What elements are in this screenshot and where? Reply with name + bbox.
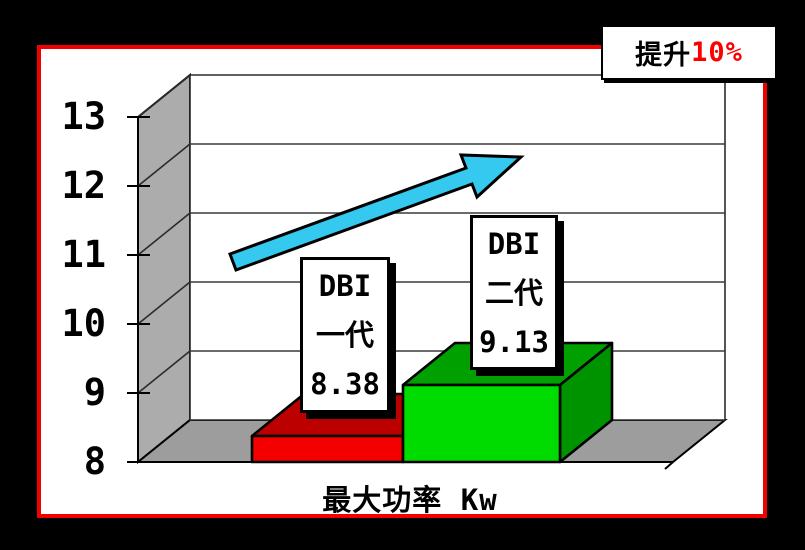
bar-label-dbi2: DBI 二代 9.13: [470, 215, 558, 370]
wall-tick: [137, 212, 191, 256]
y-tick-label: 11: [61, 233, 106, 276]
bar-label-dbi1: DBI 一代 8.38: [300, 257, 390, 413]
y-tick-label: 12: [61, 164, 106, 207]
improvement-badge: 提升 10%: [601, 25, 777, 80]
wall-tick: [137, 74, 191, 118]
x-axis-label: 最大功率 Kw: [322, 483, 498, 517]
x-axis-tick: [664, 461, 674, 470]
badge-text: 提升: [635, 40, 692, 71]
y-tick-label: 9: [83, 371, 106, 414]
bar-label-series: DBI: [318, 269, 372, 303]
y-tick-label: 8: [83, 440, 106, 483]
wall-tick: [137, 350, 191, 394]
bar-dbi2-front: [401, 383, 562, 464]
bar-label-generation: 一代: [315, 318, 374, 352]
badge-percentage: 10%: [691, 37, 743, 68]
y-tick-label: 13: [61, 95, 106, 138]
bar-label-series: DBI: [487, 227, 541, 261]
wall-tick: [137, 143, 191, 187]
bar-label-generation: 二代: [484, 276, 543, 310]
trend-arrow-icon: [228, 153, 525, 272]
bar-label-value: 8.38: [310, 367, 380, 401]
bar-label-value: 9.13: [479, 325, 549, 359]
wall-tick: [137, 281, 191, 325]
axis-wall-left: [137, 72, 191, 465]
y-tick-label: 10: [61, 302, 106, 345]
bar-dbi1-front: [250, 434, 405, 464]
